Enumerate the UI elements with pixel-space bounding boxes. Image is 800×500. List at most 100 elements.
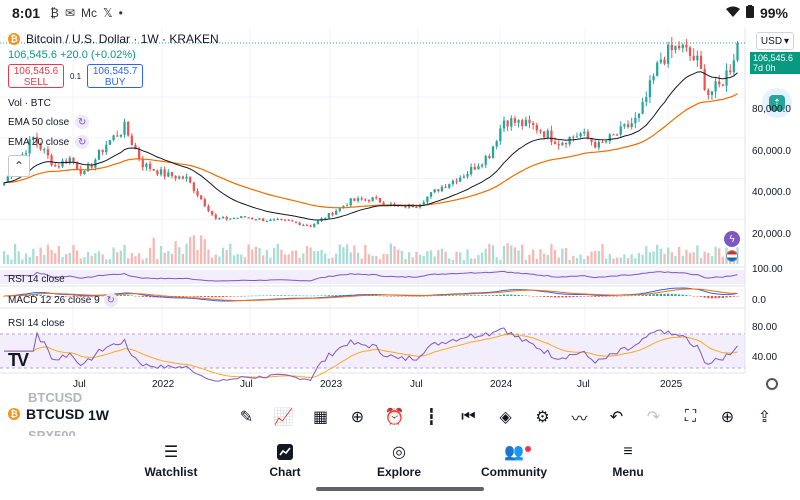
- lightning-icon[interactable]: ϟ: [724, 231, 740, 247]
- volume-bar: [659, 248, 662, 264]
- settings-sliders-icon[interactable]: ⚙: [535, 409, 550, 426]
- chart-canvas[interactable]: [0, 28, 800, 398]
- chart-settings-icon[interactable]: [766, 378, 778, 390]
- rsi-label-2: RSI 14 close: [8, 318, 65, 329]
- community-icon: 👥: [504, 444, 524, 461]
- macd-histogram-bar: [542, 296, 546, 297]
- collapse-legend-button[interactable]: ⌃: [8, 155, 30, 177]
- volume-bar: [721, 256, 725, 264]
- volume-bar: [229, 243, 232, 264]
- symbol-row[interactable]: ₿ Bitcoin / U.S. Dollar · 1W · KRAKEN: [8, 32, 219, 46]
- macd-histogram-bar: [710, 296, 714, 299]
- macd-histogram-bar: [101, 295, 104, 297]
- volume-bar: [397, 249, 400, 264]
- volume-bar: [546, 254, 549, 264]
- candle-body: [553, 141, 557, 145]
- macd-histogram-bar: [685, 295, 688, 296]
- replay-icon[interactable]: ⏮: [461, 408, 476, 425]
- trade-badge-button[interactable]: ⇡: [762, 88, 792, 118]
- volume-bar: [612, 258, 615, 264]
- status-time: 8:01: [12, 5, 41, 21]
- interval-selector[interactable]: 1W: [88, 407, 109, 423]
- candle-body: [375, 197, 378, 199]
- add-icon[interactable]: ⊕: [350, 409, 365, 426]
- nav-chart[interactable]: Chart: [240, 442, 330, 479]
- share-icon[interactable]: ⇪: [757, 409, 772, 426]
- nav-community[interactable]: 👥 Community: [469, 442, 559, 479]
- candle-body: [342, 205, 345, 208]
- nav-watchlist[interactable]: ☰ Watchlist: [126, 442, 216, 479]
- us-flag-icon[interactable]: [726, 250, 738, 262]
- chevron-down-icon: ▾: [784, 35, 790, 47]
- volume-bar: [532, 249, 535, 264]
- volume-bar: [68, 252, 71, 264]
- volume-bar: [597, 251, 600, 264]
- chart-area[interactable]: ₿ Bitcoin / U.S. Dollar · 1W · KRAKEN 10…: [0, 28, 800, 398]
- macd-histogram-bar: [721, 296, 725, 299]
- volume-legend[interactable]: Vol · BTC: [8, 98, 219, 109]
- candle-body: [491, 146, 495, 159]
- nav-explore[interactable]: ◎ Explore: [354, 442, 444, 479]
- volume-bar: [444, 251, 447, 264]
- rsi-band: [0, 270, 745, 284]
- pencil-icon[interactable]: ✎: [239, 409, 254, 426]
- layers-icon[interactable]: ◈: [499, 409, 512, 426]
- symbol-selector[interactable]: ₿ BTCUSD: [8, 406, 84, 422]
- macd-pane-label[interactable]: MACD 12 26 close 9 ↻: [8, 293, 118, 307]
- currency-selector[interactable]: USD ▾: [756, 32, 794, 50]
- macd-histogram-bar: [470, 295, 473, 296]
- volume-bar: [262, 255, 265, 264]
- ema50-legend[interactable]: EMA 50 close ↻: [8, 115, 219, 129]
- candle-body: [539, 130, 542, 132]
- candle-body: [440, 186, 444, 192]
- rsi-pane-label[interactable]: RSI 14 close: [8, 274, 65, 285]
- volume-bar: [247, 244, 250, 264]
- volume-bar: [331, 257, 334, 264]
- volume-bar: [79, 258, 82, 264]
- volume-bar: [57, 245, 60, 264]
- buy-label: BUY: [104, 77, 126, 88]
- volume-bar: [553, 249, 557, 264]
- fullscreen-icon[interactable]: ⛶: [684, 408, 697, 425]
- nav-menu[interactable]: ≡ Menu: [583, 442, 673, 479]
- undo-icon[interactable]: ↶: [609, 409, 624, 426]
- compare-icon[interactable]: 〰: [571, 411, 588, 428]
- candle-type-icon[interactable]: ┇: [426, 409, 437, 426]
- candle-body: [590, 138, 593, 142]
- volume-bar: [404, 259, 407, 264]
- volume-bar: [232, 255, 236, 264]
- volume-bar: [575, 257, 579, 264]
- rsi-pane-2-label[interactable]: RSI 14 close: [8, 318, 65, 329]
- indicators-icon[interactable]: 📈: [273, 409, 294, 426]
- grid-icon[interactable]: ▦: [312, 409, 329, 426]
- sell-button[interactable]: 106,545.6 SELL: [8, 64, 64, 88]
- buy-button[interactable]: 106,545.7 BUY: [87, 64, 144, 88]
- macd-histogram-bar: [35, 294, 39, 296]
- volume-bar: [116, 252, 119, 264]
- volume-bar: [528, 254, 531, 264]
- volume-bar: [94, 253, 97, 264]
- volume-bar: [265, 250, 268, 264]
- candle-body: [345, 205, 349, 207]
- macd-histogram-bar: [192, 296, 195, 297]
- candle-body: [681, 44, 684, 49]
- ema20-legend[interactable]: EMA 20 close ↻: [8, 135, 219, 149]
- compass-icon: ◎: [392, 444, 406, 461]
- alarm-icon[interactable]: ⏰: [384, 409, 405, 426]
- candle-body: [72, 157, 75, 163]
- volume-bar: [21, 259, 24, 264]
- volume-bar: [61, 256, 64, 264]
- volume-bar: [269, 257, 272, 264]
- volume-bar: [119, 250, 123, 264]
- volume-bar: [415, 251, 418, 264]
- volume-bar: [502, 245, 506, 264]
- home-indicator[interactable]: [316, 487, 484, 491]
- volume-bar: [360, 258, 363, 264]
- redo-icon[interactable]: ↷: [646, 409, 661, 426]
- macd-histogram-bar: [491, 295, 495, 296]
- add-alert-icon[interactable]: ⊕: [720, 409, 735, 426]
- candle-body: [648, 80, 652, 98]
- macd-histogram-bar: [39, 294, 42, 296]
- status-right: 99%: [725, 5, 788, 21]
- candle-body: [502, 120, 506, 129]
